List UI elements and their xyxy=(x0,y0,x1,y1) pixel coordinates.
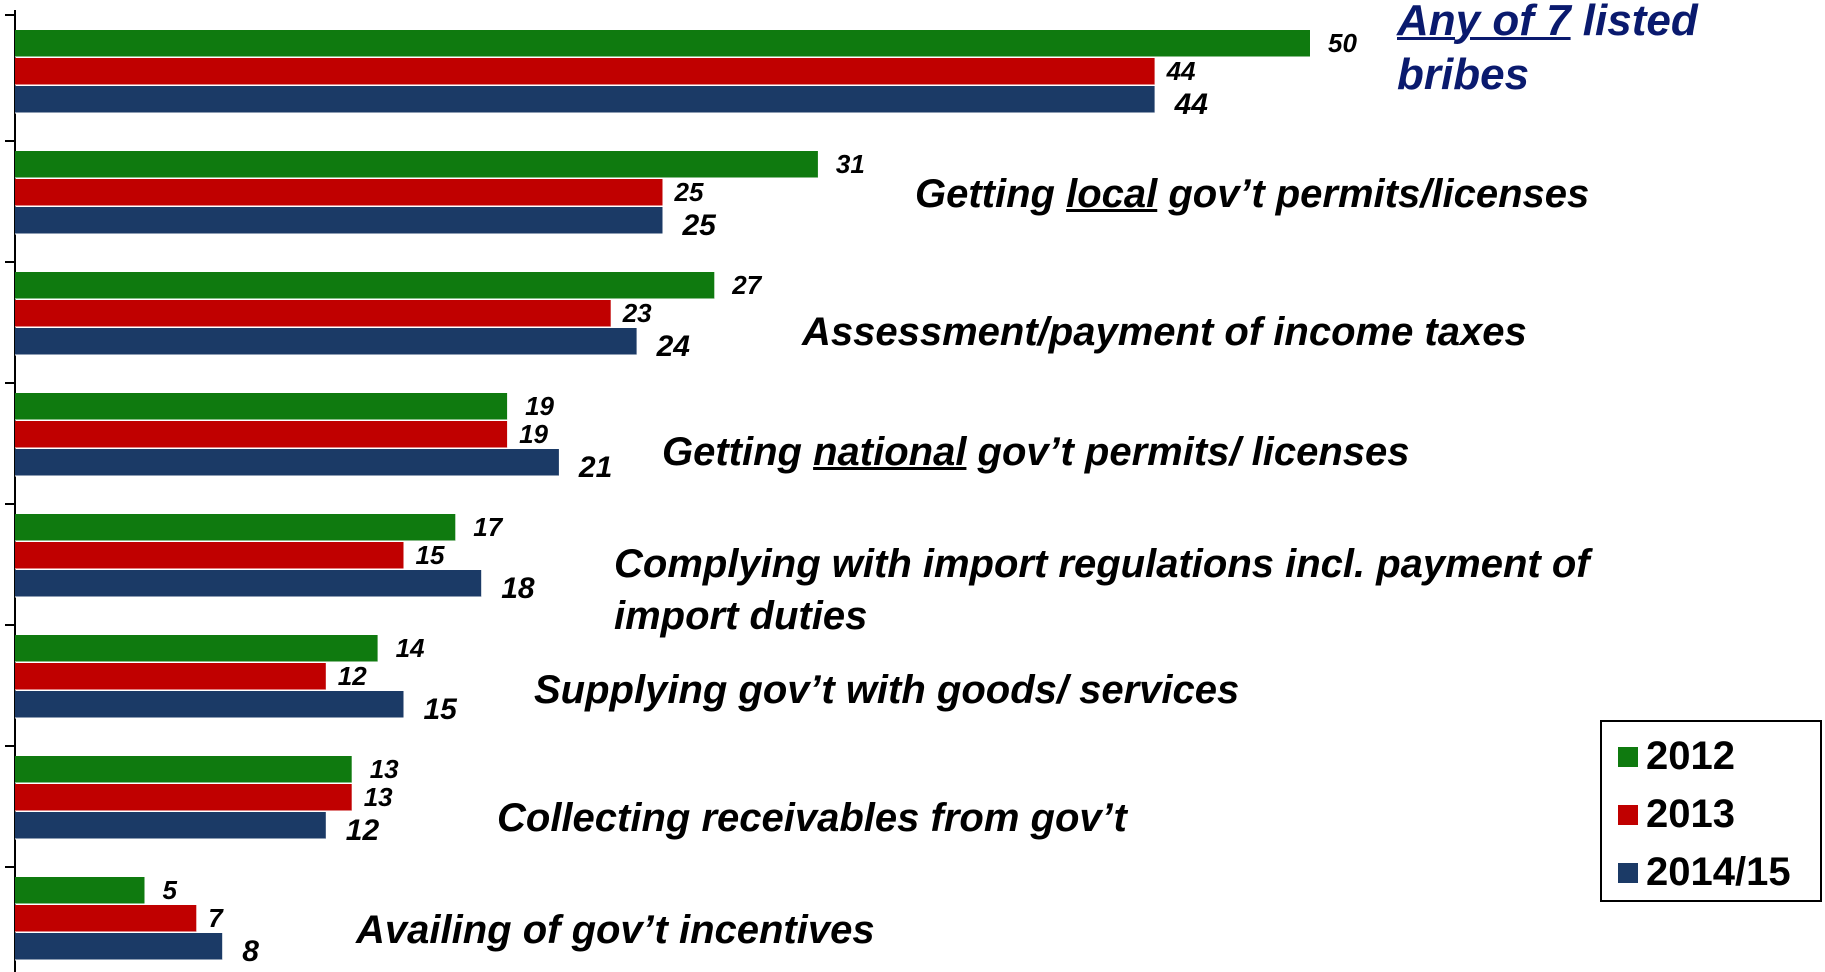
category-label: Complying with import regulations incl. … xyxy=(614,542,1590,638)
bar-2012-1 xyxy=(15,151,818,178)
bar-2013-6 xyxy=(15,784,352,811)
category-label: Availing of gov’t incentives xyxy=(356,908,875,952)
bar-value-label: 19 xyxy=(525,391,554,421)
legend-item-2013: 2013 xyxy=(1618,792,1735,837)
bar-value-label: 25 xyxy=(682,209,718,242)
bar-value-label: 25 xyxy=(674,177,704,207)
bar-2014-15-4 xyxy=(15,570,482,597)
bar-value-label: 44 xyxy=(1166,56,1196,86)
bar-2014-15-7 xyxy=(15,933,223,960)
bar-2014-15-6 xyxy=(15,812,326,839)
bar-value-label: 5 xyxy=(163,875,178,905)
bar-value-label: 27 xyxy=(731,270,762,300)
bar-value-label: 13 xyxy=(364,782,393,812)
bar-2012-3 xyxy=(15,393,508,420)
bar-value-label: 21 xyxy=(578,451,612,484)
legend-swatch-2013 xyxy=(1618,804,1638,825)
bar-2012-0 xyxy=(15,30,1310,57)
bar-2014-15-3 xyxy=(15,449,559,476)
bar-2012-4 xyxy=(15,514,456,541)
bar-value-label: 7 xyxy=(208,903,224,933)
bar-value-label: 24 xyxy=(656,330,691,363)
bar-value-label: 31 xyxy=(836,149,865,179)
bar-value-label: 12 xyxy=(346,814,380,847)
bar-2013-3 xyxy=(15,421,508,448)
bar-2014-15-5 xyxy=(15,691,404,718)
legend-label-2012: 2012 xyxy=(1646,734,1735,778)
bar-value-label: 50 xyxy=(1328,28,1357,58)
bar-value-label: 14 xyxy=(396,633,425,663)
bar-value-label: 23 xyxy=(622,298,652,328)
legend-item-2014-15: 2014/15 xyxy=(1618,850,1791,895)
bar-value-label: 17 xyxy=(473,512,503,542)
bar-value-label: 8 xyxy=(242,935,259,968)
category-label: Assessment/payment of income taxes xyxy=(802,310,1527,354)
bar-value-label: 18 xyxy=(501,572,535,605)
bar-2013-1 xyxy=(15,179,663,206)
bar-2013-7 xyxy=(15,905,197,932)
bar-value-label: 15 xyxy=(416,540,445,570)
bar-value-label: 13 xyxy=(370,754,399,784)
bar-2014-15-1 xyxy=(15,207,663,234)
bar-2013-4 xyxy=(15,542,404,569)
category-label: Supplying gov’t with goods/ services xyxy=(534,668,1240,712)
bar-2013-2 xyxy=(15,300,611,327)
legend: 2012 2013 2014/15 xyxy=(1600,720,1822,902)
bar-2014-15-0 xyxy=(15,86,1155,113)
bar-2014-15-2 xyxy=(15,328,637,355)
bar-2012-2 xyxy=(15,272,715,299)
category-label: Collecting receivables from gov’t xyxy=(497,796,1127,840)
bar-value-label: 44 xyxy=(1174,88,1209,121)
bar-2012-7 xyxy=(15,877,145,904)
legend-item-2012: 2012 xyxy=(1618,734,1735,779)
legend-swatch-2012 xyxy=(1618,746,1638,767)
bar-2013-5 xyxy=(15,663,326,690)
legend-label-2014-15: 2014/15 xyxy=(1646,850,1791,894)
category-label: Getting national gov’t permits/ licenses xyxy=(662,430,1410,474)
bar-value-label: 12 xyxy=(338,661,367,691)
category-label: Any of 7 listed bribes xyxy=(1397,0,1698,99)
bar-value-label: 19 xyxy=(519,419,548,449)
legend-swatch-2014-15 xyxy=(1618,862,1638,883)
bar-value-label: 15 xyxy=(424,693,459,726)
bar-2012-5 xyxy=(15,635,378,662)
bar-2012-6 xyxy=(15,756,352,783)
category-label: Getting local gov’t permits/licenses xyxy=(915,172,1590,216)
legend-label-2013: 2013 xyxy=(1646,792,1735,836)
bar-2013-0 xyxy=(15,58,1155,85)
